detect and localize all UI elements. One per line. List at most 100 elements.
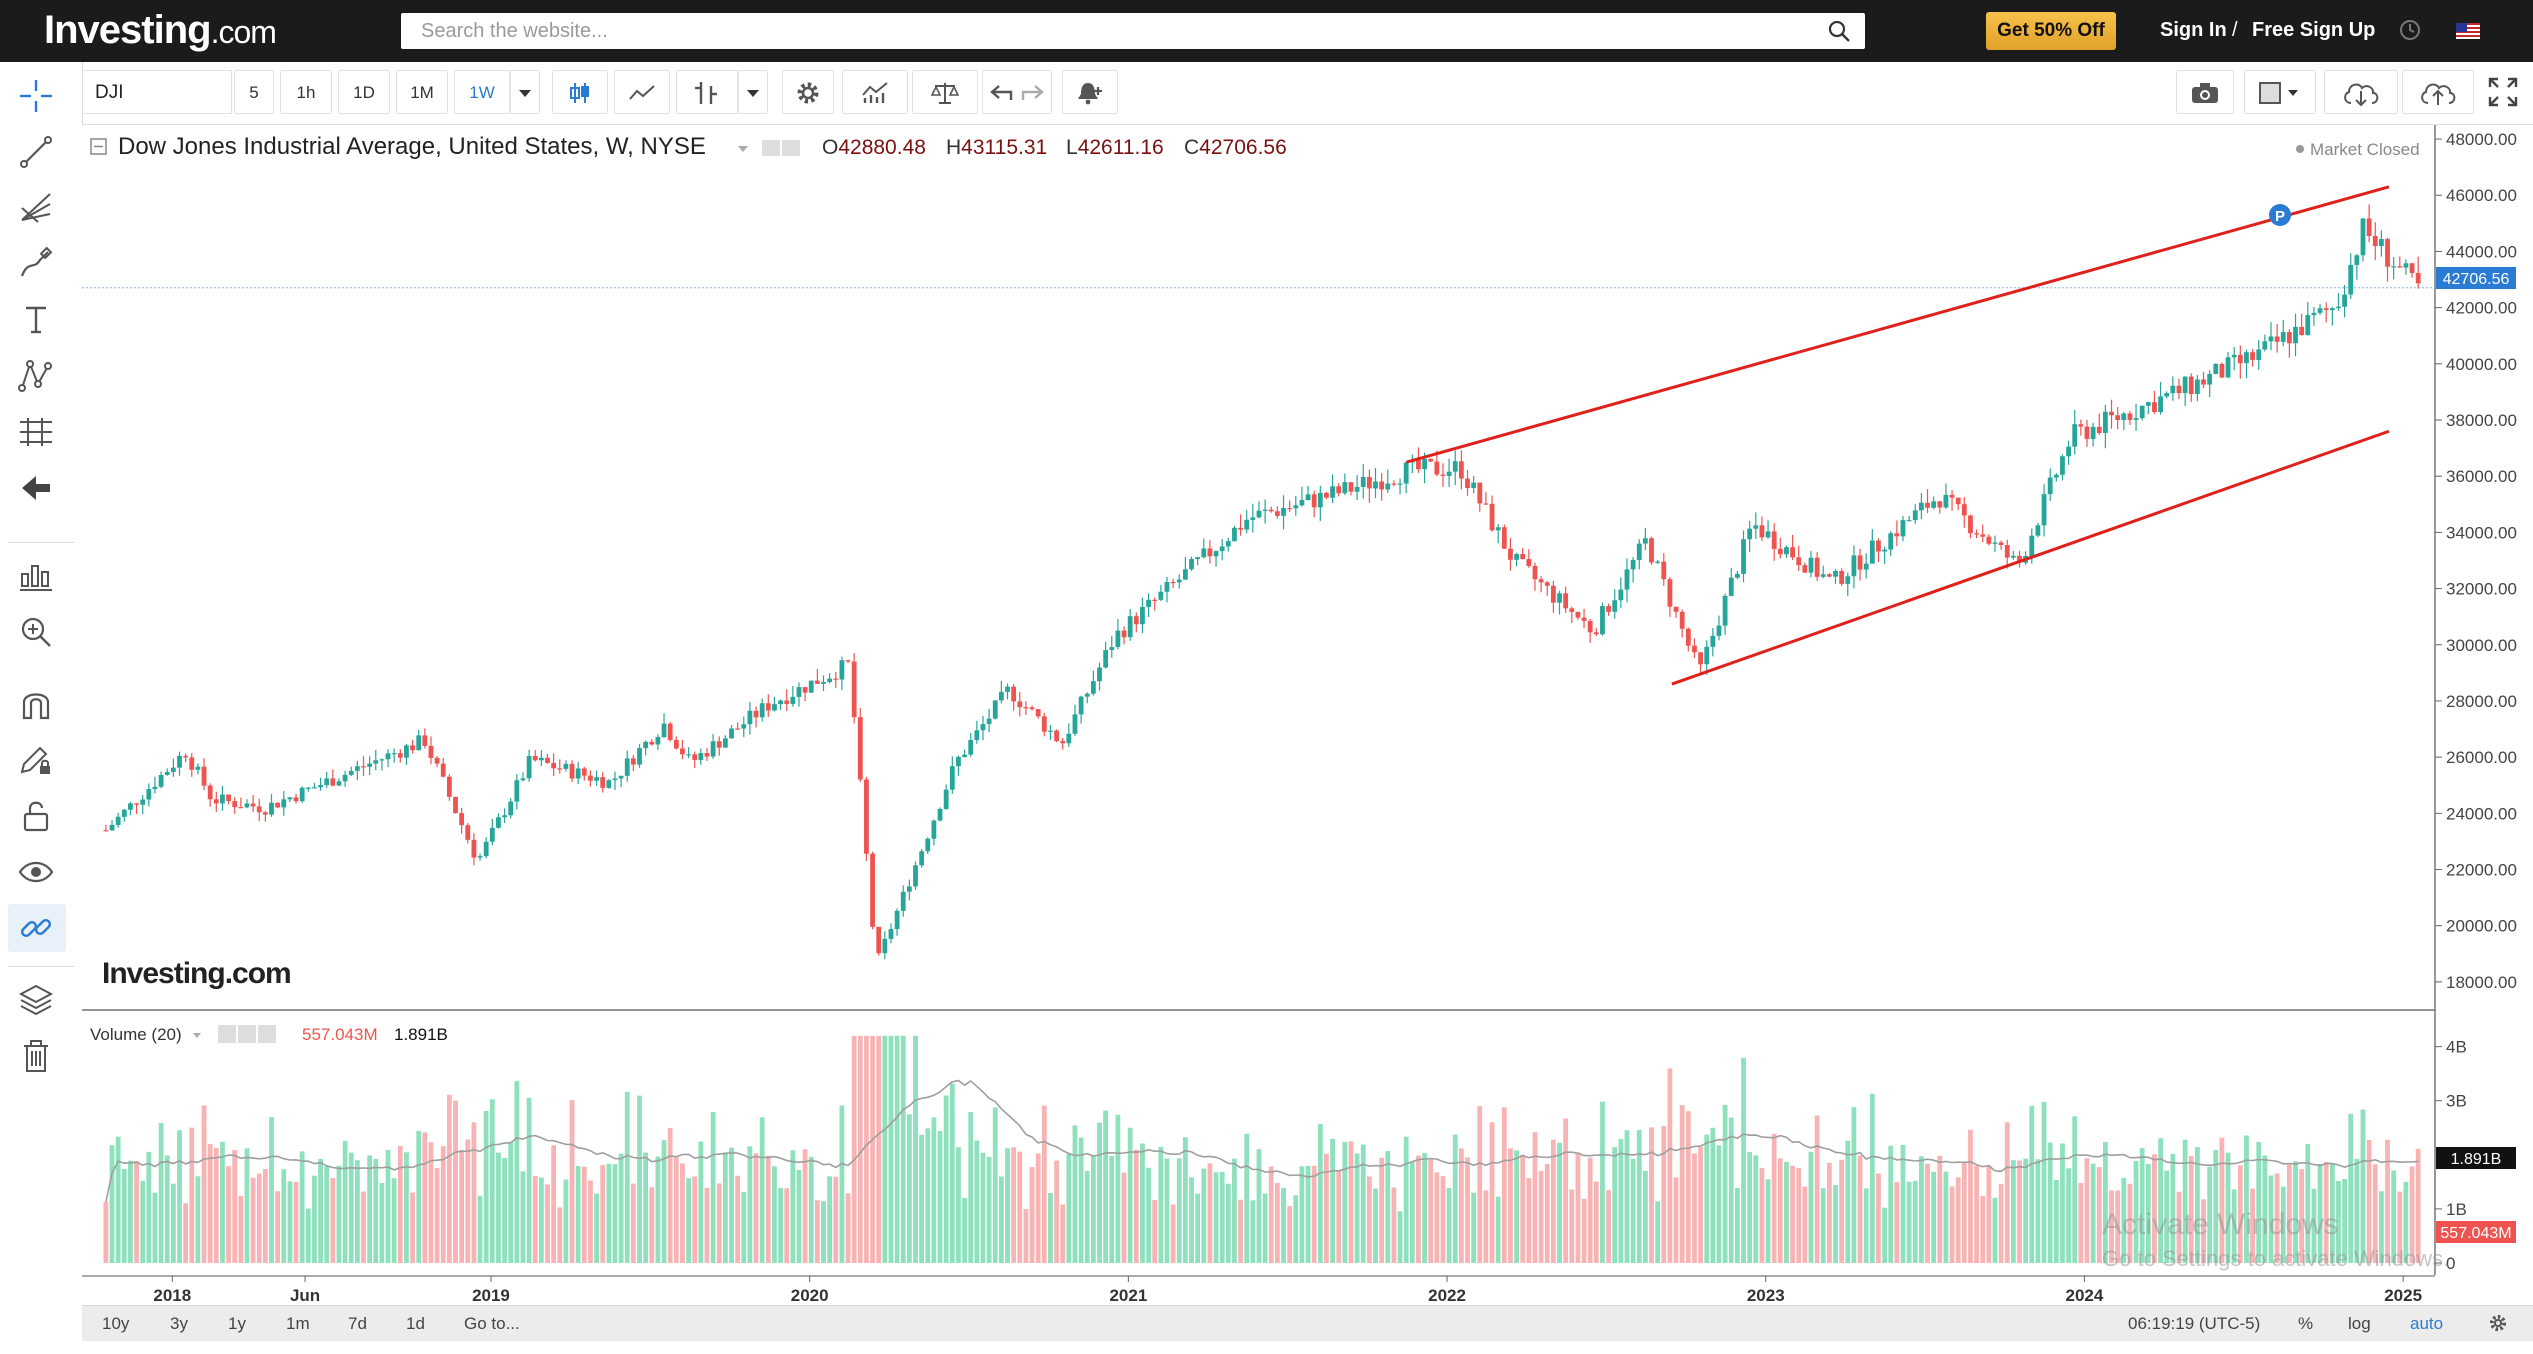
candle-body — [330, 778, 336, 786]
volume-bar — [1250, 1200, 1256, 1263]
site-logo[interactable]: Investing.com — [44, 8, 277, 52]
candle-body — [864, 779, 869, 854]
candle-body — [2188, 376, 2194, 395]
remove-volume-icon[interactable] — [258, 1025, 276, 1043]
volume-bar — [1538, 1170, 1544, 1263]
sign-up-link[interactable]: Free Sign Up — [2252, 19, 2376, 41]
us-flag-icon[interactable] — [2456, 23, 2480, 39]
sign-in-link[interactable]: Sign In — [2160, 19, 2227, 41]
zoom-in-icon[interactable] — [18, 614, 54, 650]
auto-toggle[interactable]: auto — [2410, 1314, 2444, 1333]
snapshot-button[interactable] — [2176, 70, 2234, 114]
gann-fan-icon[interactable] — [18, 190, 54, 226]
trendlines[interactable] — [1405, 185, 2390, 686]
range-1d[interactable]: 1d — [406, 1314, 425, 1333]
candle-body — [152, 786, 158, 790]
goto-button[interactable]: Go to... — [464, 1314, 520, 1333]
alert-button[interactable] — [1062, 70, 1118, 114]
trendline[interactable] — [1405, 185, 2390, 464]
candle-body — [913, 865, 918, 887]
percent-toggle[interactable]: % — [2298, 1314, 2314, 1333]
search-box[interactable] — [401, 13, 1865, 49]
volume-axis[interactable]: 4B 3B 1B 0 — [2435, 1038, 2467, 1273]
eye-icon[interactable] — [18, 854, 54, 890]
interval-1m[interactable]: 1M — [396, 70, 448, 114]
magnet-icon[interactable] — [18, 686, 54, 722]
volume-bar — [1035, 1153, 1041, 1263]
interval-1h[interactable]: 1h — [280, 70, 332, 114]
volume-settings-icon[interactable] — [238, 1025, 256, 1043]
series-settings-icon[interactable] — [782, 140, 800, 156]
arrow-left-icon[interactable] — [18, 470, 54, 506]
candle-body — [1360, 476, 1366, 487]
candle-body — [397, 753, 403, 758]
volume-bar — [2305, 1143, 2311, 1263]
candle-body — [1826, 574, 1832, 577]
redo-icon[interactable] — [1019, 83, 1045, 103]
gear-icon[interactable] — [2488, 1313, 2508, 1333]
p-marker[interactable] — [2269, 204, 2291, 226]
time-axis[interactable]: 2018 Jun 2019 2020 2021 2022 2023 2024 2025 — [153, 1276, 2422, 1305]
range-1m[interactable]: 1m — [286, 1314, 310, 1333]
range-10y[interactable]: 10y — [102, 1314, 130, 1333]
symbol-input[interactable]: DJI — [82, 70, 232, 114]
volume-dropdown-icon[interactable] — [193, 1033, 201, 1038]
measure-tool-icon[interactable] — [18, 414, 54, 450]
hide-volume-icon[interactable] — [218, 1025, 236, 1043]
search-icon[interactable] — [1827, 19, 1851, 43]
crosshair-icon[interactable] — [18, 78, 54, 114]
collapse-legend-icon[interactable] — [90, 138, 107, 155]
title-dropdown-icon[interactable] — [738, 146, 748, 152]
compare-button[interactable] — [676, 70, 738, 114]
load-chart-button[interactable] — [2324, 70, 2398, 114]
interval-dropdown[interactable] — [510, 70, 540, 114]
volume-bar — [1213, 1172, 1219, 1263]
candle-body — [1667, 579, 1673, 607]
range-7d[interactable]: 7d — [348, 1314, 367, 1333]
candle-body — [2029, 535, 2035, 557]
compare-scale-button[interactable] — [912, 70, 978, 114]
chart-style-button[interactable] — [614, 70, 670, 114]
interval-5[interactable]: 5 — [234, 70, 274, 114]
settings-button[interactable] — [782, 70, 834, 114]
log-toggle[interactable]: log — [2348, 1314, 2371, 1333]
interval-1w[interactable]: 1W — [454, 70, 510, 114]
save-chart-button[interactable] — [2402, 70, 2474, 114]
candle-type-button[interactable] — [552, 70, 608, 114]
layout-button[interactable] — [2244, 70, 2316, 114]
clock-icon[interactable] — [2398, 18, 2422, 42]
volume-bar — [1238, 1199, 1243, 1263]
volume-bar — [1176, 1158, 1182, 1263]
interval-1d[interactable]: 1D — [338, 70, 390, 114]
volume-bar — [1207, 1163, 1213, 1263]
lock-open-icon[interactable] — [18, 798, 54, 834]
search-input[interactable] — [419, 13, 1803, 49]
candle-body — [1593, 632, 1599, 635]
link-icon[interactable] — [18, 910, 54, 946]
candle-body — [833, 678, 839, 680]
volume-bar — [2035, 1159, 2041, 1263]
candle-body — [765, 703, 771, 711]
undo-icon[interactable] — [989, 83, 1015, 103]
price-tick-label: 18000.00 — [2446, 973, 2517, 992]
trendline[interactable] — [1671, 429, 2390, 686]
chart-stats-icon[interactable] — [18, 558, 54, 594]
pattern-tool-icon[interactable] — [18, 358, 54, 394]
hide-series-icon[interactable] — [762, 140, 780, 156]
volume-bar — [1489, 1122, 1495, 1263]
fullscreen-button[interactable] — [2478, 70, 2528, 114]
brush-icon[interactable] — [18, 246, 54, 282]
promo-button[interactable]: Get 50% Off — [1986, 12, 2116, 50]
range-1y[interactable]: 1y — [228, 1314, 246, 1333]
trash-icon[interactable] — [18, 1038, 54, 1074]
style-dropdown[interactable] — [738, 70, 768, 114]
indicators-button[interactable] — [842, 70, 908, 114]
candle-body — [2213, 364, 2219, 374]
price-chart[interactable]: 48000.00 46000.00 44000.00 42000.00 40000.00… — [82, 125, 2533, 1354]
trend-line-icon[interactable] — [18, 134, 54, 170]
layers-icon[interactable] — [18, 982, 54, 1018]
text-tool-icon[interactable] — [18, 302, 54, 338]
range-3y[interactable]: 3y — [170, 1314, 188, 1333]
pencil-lock-icon[interactable] — [18, 742, 54, 778]
price-axis[interactable]: 48000.00 46000.00 44000.00 42000.00 40000.00… — [2435, 130, 2517, 992]
